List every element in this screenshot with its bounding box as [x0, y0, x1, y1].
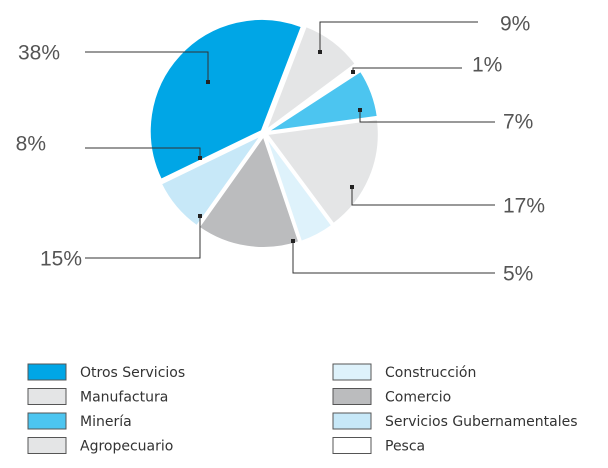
legend-swatch — [332, 363, 372, 381]
legend-label: Construcción — [385, 365, 476, 381]
leader-dot — [350, 185, 354, 189]
leader-line — [292, 241, 495, 274]
leader-dot — [198, 214, 202, 218]
data-label: 38% — [18, 42, 60, 65]
leader-dot — [291, 239, 295, 243]
leader-line — [85, 216, 201, 259]
leader-line — [352, 67, 462, 72]
data-label: 5% — [503, 263, 533, 286]
legend-swatch — [27, 437, 67, 454]
leader-line — [85, 51, 209, 82]
legend-swatch — [27, 363, 67, 381]
pie-slice — [159, 134, 263, 228]
leader-line — [85, 147, 201, 158]
legend-label: Comercio — [385, 390, 451, 406]
legend-label: Minería — [80, 414, 132, 430]
leader-dot — [198, 156, 202, 160]
leader-dot — [358, 108, 362, 112]
pie-slice — [264, 117, 380, 226]
data-label: 17% — [503, 195, 545, 218]
leader-line — [319, 21, 478, 52]
legend-label: Servicios Gubernamentales — [385, 414, 578, 430]
leader-line — [359, 110, 495, 123]
leader-dot — [206, 80, 210, 84]
pie-slice — [197, 133, 301, 249]
leader-line — [351, 187, 495, 206]
data-label: 8% — [16, 133, 46, 156]
pie-slice — [264, 135, 334, 244]
legend-swatch — [27, 412, 67, 430]
legend-swatch — [332, 412, 372, 430]
legend-swatch — [332, 437, 372, 454]
data-label: 15% — [40, 248, 82, 271]
legend-swatch — [332, 388, 372, 405]
legend-label: Agropecuario — [80, 439, 173, 455]
legend-label: Pesca — [385, 439, 425, 455]
data-label: 1% — [472, 54, 502, 77]
legend-label: Otros Servicios — [80, 365, 185, 381]
legend-label: Manufactura — [80, 390, 168, 406]
leader-dot — [318, 50, 322, 54]
data-label: 7% — [503, 111, 533, 134]
data-label: 9% — [500, 13, 530, 36]
legend-swatch — [27, 388, 67, 405]
pie-slice — [266, 69, 379, 133]
leader-dot — [351, 70, 355, 74]
